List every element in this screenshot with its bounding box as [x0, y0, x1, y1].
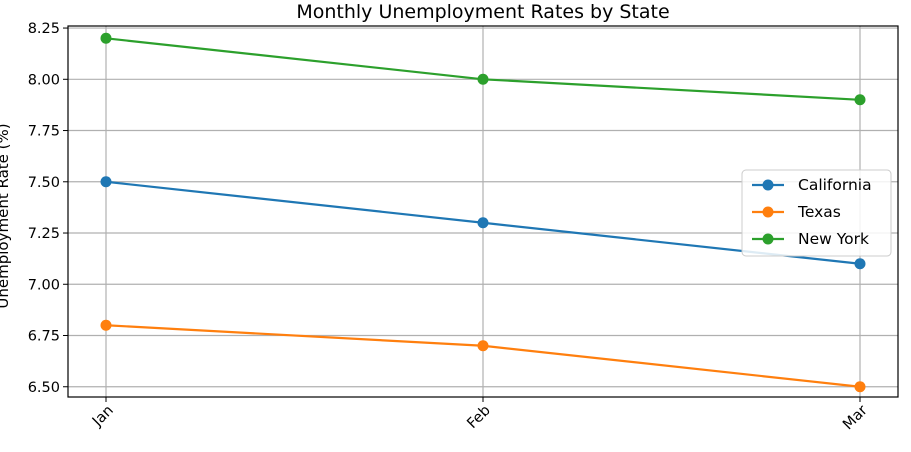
- y-tick-label: 7.00: [28, 277, 60, 293]
- legend-swatch-marker: [762, 233, 774, 245]
- legend-swatch-marker: [762, 179, 774, 191]
- data-point: [100, 176, 112, 188]
- x-tick-label: Mar: [840, 402, 871, 433]
- data-point: [477, 217, 489, 229]
- y-axis-label: Unemployment Rate (%): [0, 123, 12, 308]
- legend-label: Texas: [797, 203, 841, 221]
- y-tick-label: 7.75: [28, 124, 60, 140]
- y-tick-label: 6.75: [28, 329, 60, 345]
- legend-label: New York: [798, 230, 869, 248]
- chart-title: Monthly Unemployment Rates by State: [296, 1, 669, 23]
- data-point: [100, 32, 112, 44]
- series-lines: [100, 32, 866, 393]
- plot-frame: [67, 25, 899, 398]
- legend-label: California: [798, 176, 872, 194]
- y-tick-label: 7.50: [28, 175, 60, 191]
- data-point: [854, 94, 866, 106]
- data-point: [477, 340, 489, 352]
- y-axis-ticks: 6.50 6.75 7.00 7.25 7.50 7.75 8.00 8.25: [28, 21, 68, 396]
- x-tick-label: Jan: [89, 403, 117, 431]
- y-tick-label: 8.25: [28, 21, 60, 37]
- data-point: [100, 319, 112, 331]
- x-axis-ticks: Jan Feb Mar: [89, 397, 871, 433]
- y-tick-label: 6.50: [28, 380, 60, 396]
- grid-lines: [68, 26, 898, 397]
- data-point: [854, 381, 866, 393]
- data-point: [477, 73, 489, 85]
- data-point: [854, 258, 866, 270]
- y-tick-label: 8.00: [28, 72, 60, 88]
- legend-swatch-marker: [762, 206, 774, 218]
- legend: California Texas New York: [741, 169, 892, 257]
- y-tick-label: 7.25: [28, 226, 60, 242]
- legend-box: [741, 169, 892, 257]
- x-tick-label: Feb: [464, 403, 493, 432]
